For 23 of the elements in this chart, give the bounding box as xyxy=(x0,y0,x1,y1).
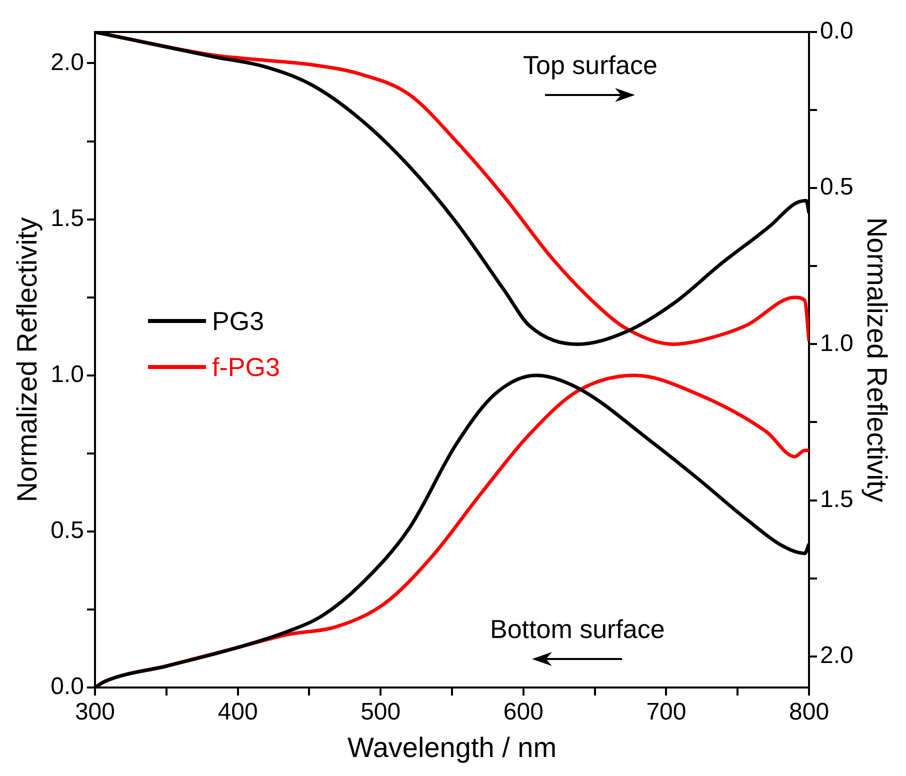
y2-tick-label: 0.5 xyxy=(820,174,854,201)
y2-tick-label: 0.0 xyxy=(820,18,854,45)
x-tick-label: 700 xyxy=(646,698,686,726)
y-axis-title: Normalized Reflectivity xyxy=(12,217,43,502)
y-tick-label: 1.5 xyxy=(50,204,84,232)
y2-tick-label: 1.0 xyxy=(820,330,854,357)
y2-axis-title: Normalized Reflectivity xyxy=(861,217,892,502)
legend-label: f-PG3 xyxy=(212,352,280,382)
y-tick-label: 1.0 xyxy=(50,361,84,388)
y-tick-label: 0.5 xyxy=(50,517,84,544)
x-tick-label: 300 xyxy=(74,698,115,726)
y-tick-label: 0.0 xyxy=(50,673,84,700)
x-tick-label: 600 xyxy=(503,698,544,726)
x-tick-label: 500 xyxy=(360,698,401,726)
x-tick-label: 800 xyxy=(789,698,830,726)
annotation: Bottom surface xyxy=(490,614,665,645)
legend-label: PG3 xyxy=(212,306,264,336)
annotation: Top surface xyxy=(523,50,658,81)
x-tick-label: 400 xyxy=(218,698,258,726)
y2-tick-label: 1.5 xyxy=(820,486,854,513)
y2-tick-label: 2.0 xyxy=(820,642,854,670)
y-tick-label: 2.0 xyxy=(50,48,84,76)
x-axis-title: Wavelength / nm xyxy=(347,732,557,763)
